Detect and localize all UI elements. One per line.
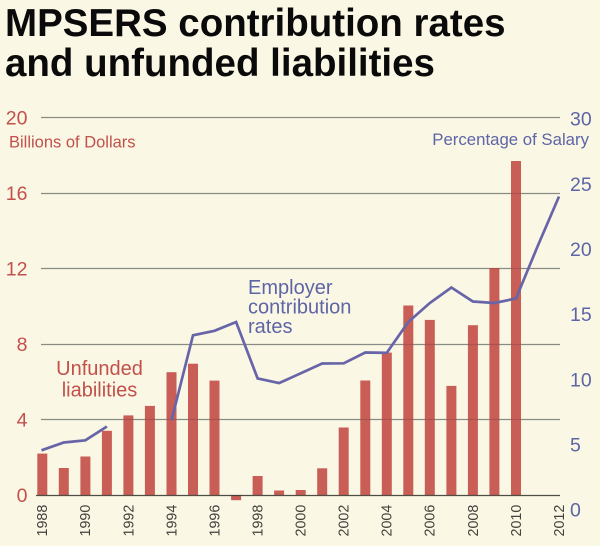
svg-text:1994: 1994 [164,505,180,537]
svg-text:20: 20 [6,108,28,130]
svg-text:Employer: Employer [248,277,333,299]
svg-text:and unfunded liabilities: and unfunded liabilities [5,42,435,85]
svg-text:2002: 2002 [337,505,353,537]
svg-text:2006: 2006 [423,505,439,537]
svg-text:1996: 1996 [207,505,223,537]
svg-text:16: 16 [6,183,28,205]
svg-text:1988: 1988 [35,505,51,537]
svg-text:1992: 1992 [121,505,137,537]
svg-text:rates: rates [248,316,292,338]
svg-text:MPSERS contribution rates: MPSERS contribution rates [5,2,506,45]
svg-text:8: 8 [17,334,28,356]
svg-text:contribution: contribution [248,297,351,319]
svg-text:20: 20 [570,239,592,261]
svg-text:25: 25 [570,174,592,196]
svg-text:Billions of Dollars: Billions of Dollars [9,134,136,152]
svg-text:15: 15 [570,304,592,326]
svg-text:0: 0 [570,500,581,522]
svg-text:12: 12 [6,259,28,281]
svg-text:1998: 1998 [251,505,267,537]
svg-text:2010: 2010 [509,505,525,537]
svg-text:2012: 2012 [552,505,568,537]
svg-text:2004: 2004 [380,505,396,537]
svg-text:4: 4 [17,410,28,432]
svg-text:0: 0 [17,485,28,507]
svg-text:1990: 1990 [78,505,94,537]
svg-text:Unfunded: Unfunded [56,358,143,380]
svg-text:Percentage of Salary: Percentage of Salary [432,130,589,149]
svg-text:5: 5 [570,435,581,457]
svg-text:10: 10 [570,369,592,391]
svg-text:2008: 2008 [466,505,482,537]
svg-text:30: 30 [570,109,592,131]
svg-text:2000: 2000 [294,505,310,537]
svg-text:liabilities: liabilities [62,380,138,402]
